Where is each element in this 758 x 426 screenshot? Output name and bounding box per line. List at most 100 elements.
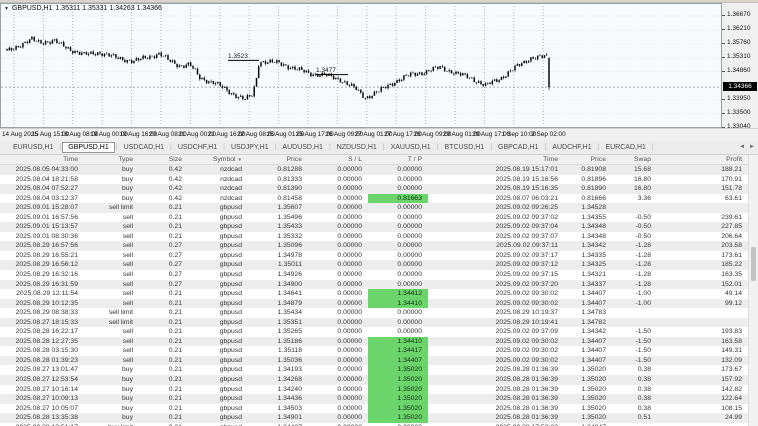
history-row[interactable]: 2025.08.27 10:09:13 buy 0.21 gbpusd 1.34436 0… [0, 394, 748, 404]
cell-swap: 0.38 [637, 376, 651, 384]
col-header-price-open[interactable]: Price [286, 156, 303, 163]
cell-time-open: 2025.08.27 12:53:54 [15, 376, 78, 384]
tab-audchf-h1[interactable]: AUDCHF,H1 [552, 144, 592, 151]
cell-profit: 132.09 [721, 356, 742, 364]
cell-time-open: 2025.08.28 03:15:30 [15, 347, 78, 355]
cell-profit: 151.78 [721, 185, 742, 193]
history-row[interactable]: 2025.08.29 16:31:59 sell 0.27 gbpusd 1.34900… [0, 279, 748, 290]
cell-sl: 0.00000 [337, 204, 362, 212]
history-row[interactable]: 2025.08.28 01:39:23 sell 0.21 gbpusd 1.35036… [0, 355, 748, 366]
history-row[interactable]: 2025.09.01 15:28:07 sell limit 0.21 gbpusd 1… [0, 203, 748, 213]
cell-type: buy [122, 366, 133, 374]
cell-tp: 0.81663 [368, 193, 428, 204]
scrollbar-thumb[interactable] [751, 247, 756, 281]
history-row[interactable]: 2025.08.29 08:38:33 sell limit 0.21 gbpusd 1… [0, 308, 748, 318]
col-header-profit[interactable]: Profit [726, 156, 742, 163]
history-row[interactable]: 2025.08.27 13:01:47 buy 0.21 gbpusd 1.34193 0… [0, 365, 748, 376]
history-row[interactable]: 2025.08.04 03:12:37 buy 0.42 nzdcad 0.81458 0… [0, 193, 748, 204]
cell-profit: 142.82 [721, 385, 742, 393]
tab-audusd-h1[interactable]: AUDUSD,H1 [282, 144, 323, 151]
cell-price-open: 1.34901 [277, 414, 302, 422]
cell-sl: 0.00000 [337, 376, 362, 384]
cell-symbol: gbpusd [219, 347, 242, 355]
col-header-symbol[interactable]: Symbol ▼ [212, 156, 242, 163]
col-header-sl[interactable]: S / L [348, 156, 362, 163]
history-scrollbar[interactable] [748, 155, 758, 426]
chart-dropdown-icon[interactable]: ▼ [4, 5, 9, 12]
cell-profit: 108.15 [721, 404, 742, 412]
history-row[interactable]: 2025.08.27 10:16:14 buy 0.21 gbpusd 1.34240 0… [0, 384, 748, 395]
tab-nzdusd-h1[interactable]: NZDUSD,H1 [336, 144, 377, 151]
cell-type: buy [122, 414, 133, 422]
history-row[interactable]: 2025.08.04 18:21:58 buy 0.42 nzdcad 0.81333 0… [0, 174, 748, 185]
cell-size: 0.21 [168, 309, 182, 317]
cell-tp: 1.35020 [368, 375, 428, 385]
history-row[interactable]: 2025.08.27 12:53:54 buy 0.21 gbpusd 1.34268 0… [0, 375, 748, 385]
price-chart[interactable]: 1.3523 1.3477 [0, 3, 722, 128]
tab-separator: | [382, 144, 385, 151]
col-header-price-close[interactable]: Price [590, 156, 607, 163]
tab-gbpcad-h1[interactable]: GBPCAD,H1 [498, 144, 539, 151]
history-row[interactable]: 2025.08.29 16:55:21 sell 0.27 gbpusd 1.34978… [0, 250, 748, 261]
history-row[interactable]: 2025.09.01 15:13:57 sell 0.21 gbpusd 1.35433… [0, 222, 748, 232]
time-axis-label: 20 Aug 08:00 [149, 131, 187, 138]
tab-usdjpy-h1[interactable]: USDJPY,H1 [230, 144, 269, 151]
cell-type: buy [122, 175, 133, 183]
tab-usdcad-h1[interactable]: USDCAD,H1 [123, 144, 165, 151]
cell-size: 0.27 [168, 242, 182, 250]
cell-sl: 0.00000 [337, 290, 362, 298]
tab-eurcad-h1[interactable]: EURCAD,H1 [605, 144, 646, 151]
history-row[interactable]: 2025.08.28 12:51:17buy limit0.21gbpusd1.… [0, 422, 748, 426]
tab-scroll-right-icon[interactable]: ► [749, 144, 755, 150]
col-header-swap[interactable]: Swap [633, 156, 651, 163]
cell-time-close: 2025.09.02 09:30:02 [495, 356, 558, 364]
history-row[interactable]: 2025.08.04 07:52:27 buy 0.42 nzdcad 0.81390 0… [0, 184, 748, 194]
cell-sl: 0.00000 [337, 175, 362, 183]
tab-scroll-left-icon[interactable]: ◄ [739, 144, 746, 150]
col-header-type[interactable]: Type [118, 156, 133, 163]
col-header-time-close[interactable]: Time [543, 156, 558, 163]
history-row[interactable]: 2025.08.29 16:32:16 sell 0.27 gbpusd 1.34926… [0, 270, 748, 280]
toolbar-strip [0, 0, 758, 3]
history-row[interactable]: 2025.09.01 16:57:56 sell 0.21 gbpusd 1.35496… [0, 212, 748, 223]
tab-scroll-arrows: ◄ ► [739, 144, 755, 150]
history-row[interactable]: 2025.08.27 18:15:33 sell limit 0.21 gbpusd 1… [0, 317, 748, 328]
cell-time-close: 2025.08.19 15:16:35 [495, 185, 558, 193]
history-row[interactable]: 2025.08.28 12:27:35 sell 0.21 gbpusd 1.35186… [0, 336, 748, 347]
history-row[interactable]: 2025.08.29 12:11:54 sell 0.21 gbpusd 1.34641… [0, 289, 748, 299]
cell-price-open: 1.35351 [277, 318, 302, 326]
history-row[interactable]: 2025.08.28 13:35:38 buy 0.21 gbpusd 1.34901 0… [0, 413, 748, 423]
col-header-time-open[interactable]: Time [63, 156, 78, 163]
cell-price-open: 1.35332 [277, 232, 302, 240]
cell-size: 0.21 [168, 337, 182, 345]
col-header-size[interactable]: Size [168, 156, 182, 163]
cell-swap: -1.50 [635, 337, 652, 345]
time-axis[interactable]: 14 Aug 2025 15 Aug 15:00 18 Aug 08:00 19 Au… [0, 128, 758, 141]
tab-btcusd-h1[interactable]: BTCUSD,H1 [444, 144, 485, 151]
cell-price-open: 1.34503 [277, 404, 302, 412]
tab-usdchf-h1[interactable]: USDCHF,H1 [177, 144, 218, 151]
history-row[interactable]: 2025.08.29 16:56:12 sell 0.27 gbpusd 1.35011… [0, 260, 748, 271]
cell-time-open: 2025.08.04 03:12:37 [15, 194, 78, 202]
history-row[interactable]: 2025.09.01 08:30:36 sell 0.21 gbpusd 1.35332… [0, 231, 748, 242]
cell-symbol: gbpusd [219, 280, 242, 288]
cell-type: sell [122, 328, 133, 336]
history-row[interactable]: 2025.08.28 16:22:17 sell 0.21 gbpusd 1.35265… [0, 327, 748, 337]
history-row[interactable]: 2025.08.29 10:12:35 sell 0.21 gbpusd 1.34879… [0, 298, 748, 309]
col-header-tp[interactable]: T / P [407, 156, 422, 163]
tab-xauusd-h1[interactable]: XAUUSD,H1 [390, 144, 431, 151]
cell-time-close: 2025.09.02 09:30:02 [495, 347, 558, 355]
time-axis-label: 2 Sep 02:00 [531, 131, 566, 138]
history-row[interactable]: 2025.08.29 16:57:56 sell 0.27 gbpusd 1.35096… [0, 241, 748, 251]
cell-swap: 0.38 [637, 366, 651, 374]
cell-sl: 0.00000 [337, 166, 362, 173]
tab-eurusd-h1[interactable]: EURUSD,H1 [13, 144, 54, 151]
cell-symbol: gbpusd [219, 328, 242, 336]
cell-swap [612, 308, 657, 318]
tab-gbpusd-h1[interactable]: GBPUSD,H1 [62, 142, 115, 153]
history-row[interactable]: 2025.08.28 03:15:30 sell 0.21 gbpusd 1.35118… [0, 346, 748, 356]
history-row[interactable]: 2025.08.27 10:05:07 buy 0.21 gbpusd 1.34503 0… [0, 403, 748, 414]
price-axis[interactable]: 1.36670 1.36210 1.35760 1.35310 1.34860 1.339… [722, 3, 758, 130]
cell-type: sell [122, 337, 133, 345]
history-row[interactable]: 2025.08.05 04:33:00 buy 0.42 nzdcad 0.81288 0… [0, 165, 748, 175]
